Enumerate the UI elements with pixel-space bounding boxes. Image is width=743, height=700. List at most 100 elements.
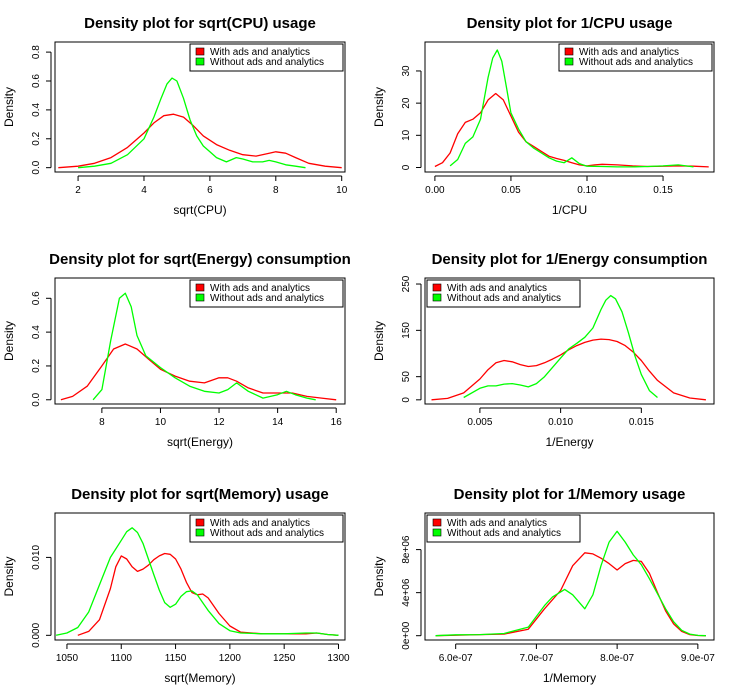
x-tick-label: 1250 — [273, 653, 296, 664]
y-tick-label: 0.010 — [31, 544, 42, 569]
x-tick-label: 8 — [273, 185, 279, 196]
x-tick-label: 1100 — [110, 653, 132, 664]
legend-box — [426, 514, 581, 543]
legend-label: With ads and analytics — [579, 47, 679, 58]
chart-title: Density plot for 1/Memory usage — [454, 486, 686, 503]
plot-frame — [424, 512, 715, 641]
x-axis-label: sqrt(Energy) — [167, 435, 233, 449]
y-tick-label: 0 — [401, 397, 412, 403]
x-axis: 1050 1100 1150 1200 1250 1300 — [56, 643, 350, 664]
y-tick-label: 150 — [401, 322, 412, 339]
y-tick-label: 0.6 — [31, 291, 42, 305]
x-tick-label: 0.10 — [577, 185, 597, 196]
y-tick-label: 250 — [401, 275, 412, 292]
x-axis-label: sqrt(CPU) — [173, 203, 226, 217]
x-axis-label: 1/Memory — [543, 671, 596, 685]
y-axis: 0 50 150 250 — [401, 275, 422, 403]
chart-panel-2: Density plot for 1/CPU usage 0.00 0.05 0.10… — [372, 15, 715, 217]
series-line-with-ads — [434, 92, 709, 168]
chart-title: Density plot for 1/CPU usage — [467, 15, 673, 32]
y-tick-label: 4e+06 — [401, 578, 412, 607]
chart-title: Density plot for sqrt(CPU) usage — [84, 15, 316, 32]
x-axis: 0.005 0.010 0.015 — [467, 407, 654, 428]
x-tick-label: 9.0e-07 — [681, 653, 715, 664]
y-tick-label: 30 — [401, 65, 412, 77]
x-tick-label: 0.15 — [653, 185, 673, 196]
x-axis-label: sqrt(Memory) — [164, 671, 235, 685]
legend-swatch — [195, 518, 205, 527]
x-tick-label: 0.00 — [425, 185, 445, 196]
legend-label: Without ads and analytics — [579, 57, 693, 68]
x-tick-label: 14 — [272, 417, 284, 428]
x-tick-label: 12 — [213, 417, 225, 428]
y-axis-label: Density — [2, 556, 16, 596]
y-tick-label: 8e+06 — [401, 535, 412, 564]
legend-box — [558, 43, 713, 72]
plot-frame — [54, 512, 346, 641]
legend-swatch — [564, 57, 574, 66]
chart-title: Density plot for sqrt(Memory) usage — [71, 486, 329, 503]
series-line-without-ads — [449, 49, 694, 168]
y-tick-label: 0.4 — [31, 103, 42, 117]
y-axis: 0.000 0.010 — [31, 544, 52, 648]
y-tick-label: 0.2 — [31, 359, 42, 373]
legend-label: Without ads and analytics — [210, 57, 324, 68]
series-line-without-ads — [55, 527, 339, 636]
legend-swatch — [432, 283, 442, 292]
y-tick-label: 0e+00 — [401, 621, 412, 650]
chart-panel-1: Density plot for sqrt(CPU) usage 2 4 6 8 10 sq… — [2, 15, 348, 217]
x-tick-label: 0.005 — [467, 417, 492, 428]
x-tick-label: 8.0e-07 — [600, 653, 634, 664]
chart-panel-4: Density plot for 1/Energy consumption 0.0… — [372, 251, 715, 449]
chart-panel-3: Density plot for sqrt(Energy) consumptio… — [2, 251, 351, 449]
legend-swatch — [564, 47, 574, 56]
y-axis-label: Density — [372, 556, 386, 596]
x-tick-label: 16 — [331, 417, 343, 428]
legend-label: With ads and analytics — [210, 283, 310, 294]
legend-label: Without ads and analytics — [210, 528, 324, 539]
x-tick-label: 1150 — [165, 653, 187, 664]
legend-swatch — [195, 293, 205, 302]
y-axis-label: Density — [372, 321, 386, 361]
legend-label: With ads and analytics — [447, 283, 547, 294]
y-axis-label: Density — [2, 321, 16, 361]
x-tick-label: 1300 — [327, 653, 350, 664]
x-axis-label: 1/CPU — [552, 203, 587, 217]
legend-swatch — [195, 283, 205, 292]
y-tick-label: 20 — [401, 97, 412, 109]
legend-label: Without ads and analytics — [210, 293, 324, 304]
plot-frame — [54, 41, 346, 173]
x-tick-label: 8 — [99, 417, 105, 428]
x-tick-label: 6.0e-07 — [439, 653, 473, 664]
y-tick-label: 10 — [401, 129, 412, 141]
x-tick-label: 2 — [75, 185, 81, 196]
x-tick-label: 1200 — [219, 653, 242, 664]
chart-title: Density plot for 1/Energy consumption — [432, 251, 708, 268]
plot-frame — [424, 41, 715, 173]
series-line-without-ads — [92, 292, 316, 401]
y-axis-label: Density — [372, 87, 386, 127]
legend-label: With ads and analytics — [447, 518, 547, 529]
y-axis: 0 10 20 30 — [401, 65, 422, 170]
x-tick-label: 0.015 — [629, 417, 654, 428]
series-line-with-ads — [77, 552, 339, 636]
series-line-with-ads — [58, 113, 342, 169]
series-line-without-ads — [435, 530, 706, 637]
x-axis: 6.0e-07 7.0e-07 8.0e-07 9.0e-07 — [439, 643, 715, 664]
legend-label: With ads and analytics — [210, 518, 310, 529]
x-axis: 0.00 0.05 0.10 0.15 — [425, 175, 673, 196]
y-tick-label: 0 — [401, 164, 412, 170]
series-line-with-ads — [60, 343, 337, 401]
y-tick-label: 50 — [401, 371, 412, 383]
x-tick-label: 7.0e-07 — [519, 653, 553, 664]
legend-swatch — [432, 293, 442, 302]
y-tick-label: 0.0 — [31, 392, 42, 406]
legend-swatch — [432, 518, 442, 527]
x-tick-label: 4 — [141, 185, 147, 196]
